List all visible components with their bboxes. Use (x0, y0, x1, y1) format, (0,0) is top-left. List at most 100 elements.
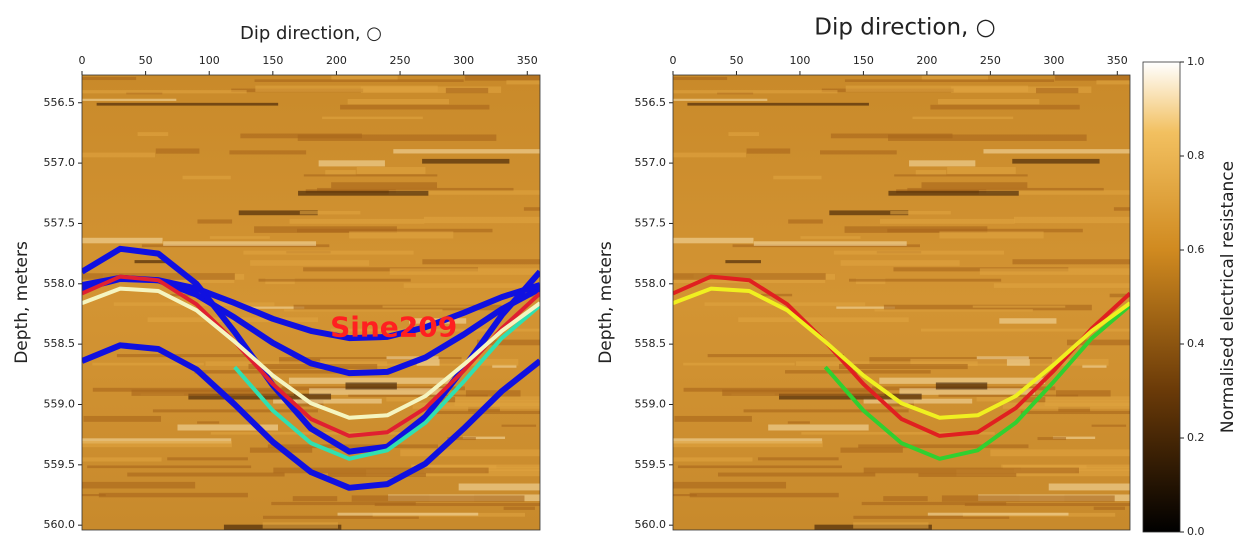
texture-stripe (920, 328, 1130, 332)
texture-stripe (155, 148, 200, 154)
texture-stripe (673, 237, 754, 244)
texture-stripe (82, 76, 137, 81)
texture-stripe (1091, 424, 1127, 427)
texture-stripe (345, 382, 397, 390)
x-tick-label: 100 (199, 54, 220, 67)
texture-stripe (883, 496, 928, 502)
texture-stripe (386, 397, 418, 402)
y-tick-label: 560.0 (44, 518, 76, 531)
texture-stripe (1026, 396, 1130, 402)
y-tick-label: 558.5 (44, 337, 76, 350)
texture-stripe (983, 149, 1130, 154)
texture-stripe (318, 160, 385, 167)
y-tick-label: 557.0 (635, 156, 667, 169)
texture-stripe (683, 362, 795, 366)
sine-curve (673, 286, 1130, 420)
texture-stripe (458, 483, 540, 491)
y-tick-label: 556.5 (635, 96, 667, 109)
texture-stripe (465, 390, 521, 397)
y-tick-label: 558.0 (44, 277, 76, 290)
texture-stripe (838, 363, 968, 370)
texture-stripe (930, 104, 1080, 110)
texture-stripe (677, 465, 842, 469)
texture-stripe (273, 398, 382, 404)
texture-stripe (937, 99, 1040, 105)
texture-stripe (1066, 339, 1130, 346)
x-tick-label: 50 (729, 54, 743, 67)
colorbar (1142, 61, 1181, 533)
texture-stripe (768, 424, 869, 431)
y-tick-label: 557.5 (635, 216, 667, 229)
texture-stripe (1013, 216, 1130, 224)
texture-stripe (1048, 483, 1130, 491)
texture-stripe (888, 134, 1087, 141)
texture-stripe (1006, 359, 1030, 366)
texture-stripe (788, 219, 823, 224)
texture-stripe (412, 402, 540, 409)
texture-stripe (400, 449, 540, 457)
texture-stripe (773, 175, 822, 180)
curves (673, 274, 1130, 461)
texture-stripe (382, 305, 476, 308)
texture-stripe (292, 496, 338, 502)
texture-stripe (907, 187, 1104, 192)
texture-stripe (887, 228, 1083, 233)
texture-stripe (182, 175, 231, 180)
texture-stripe (82, 441, 232, 448)
texture-stripe (87, 465, 252, 469)
texture-stripe (935, 382, 988, 390)
annotation: Sine209 (330, 310, 457, 343)
texture-stripe (271, 501, 416, 506)
texture-stripe (1037, 437, 1067, 441)
texture-stripe (743, 409, 909, 413)
texture-stripe (801, 432, 995, 435)
texture-stripe (416, 359, 440, 366)
chart-title: Dip direction, ○ (814, 15, 996, 41)
texture-stripe (298, 190, 429, 196)
plot-frame (672, 74, 1131, 531)
texture-stripe (403, 283, 540, 288)
texture-stripe (476, 339, 540, 346)
texture-stripe (1058, 406, 1091, 412)
texture-stripe (374, 503, 540, 507)
colorbar-tick-label: 0.8 (1187, 149, 1205, 162)
texture-stripe (501, 424, 537, 427)
colorbar-tick-label: 0.2 (1187, 431, 1205, 444)
texture-stripe (1056, 390, 1111, 397)
texture-stripe (673, 273, 826, 280)
texture-stripe (297, 228, 493, 233)
texture-stripe (250, 260, 370, 266)
texture-stripe (848, 278, 1002, 282)
texture-stripe (447, 437, 476, 441)
texture-stripe (82, 98, 177, 101)
texture-stripe (800, 236, 861, 239)
texture-stripe (116, 354, 254, 358)
texture-stripe (82, 152, 156, 158)
texture-stripe (874, 309, 1033, 312)
texture-stripe (761, 293, 793, 297)
texture-stripe (288, 377, 455, 384)
texture-stripe (98, 492, 248, 498)
y-axis-label: Depth, meters (596, 241, 616, 364)
texture-stripe (976, 397, 1008, 402)
texture-stripe (673, 441, 823, 448)
x-tick-label: 150 (262, 54, 283, 67)
texture-stripe (673, 481, 787, 489)
texture-stripe (993, 283, 1130, 288)
sine-curve (82, 342, 540, 491)
x-tick-label: 350 (517, 54, 538, 67)
sine-curve (673, 274, 1130, 438)
texture-stripe (297, 134, 497, 141)
texture-stripe (254, 79, 464, 82)
texture-stripe (738, 317, 909, 323)
texture-stripe (131, 389, 294, 396)
texture-stripe (990, 449, 1130, 457)
texture-stripe (673, 76, 728, 81)
texture-stripe (523, 207, 540, 211)
texture-stripe (853, 515, 1010, 519)
texture-stripe (1093, 506, 1125, 510)
x-tick-label: 50 (139, 54, 153, 67)
texture-stripe (388, 190, 540, 195)
x-tick-label: 100 (789, 54, 810, 67)
